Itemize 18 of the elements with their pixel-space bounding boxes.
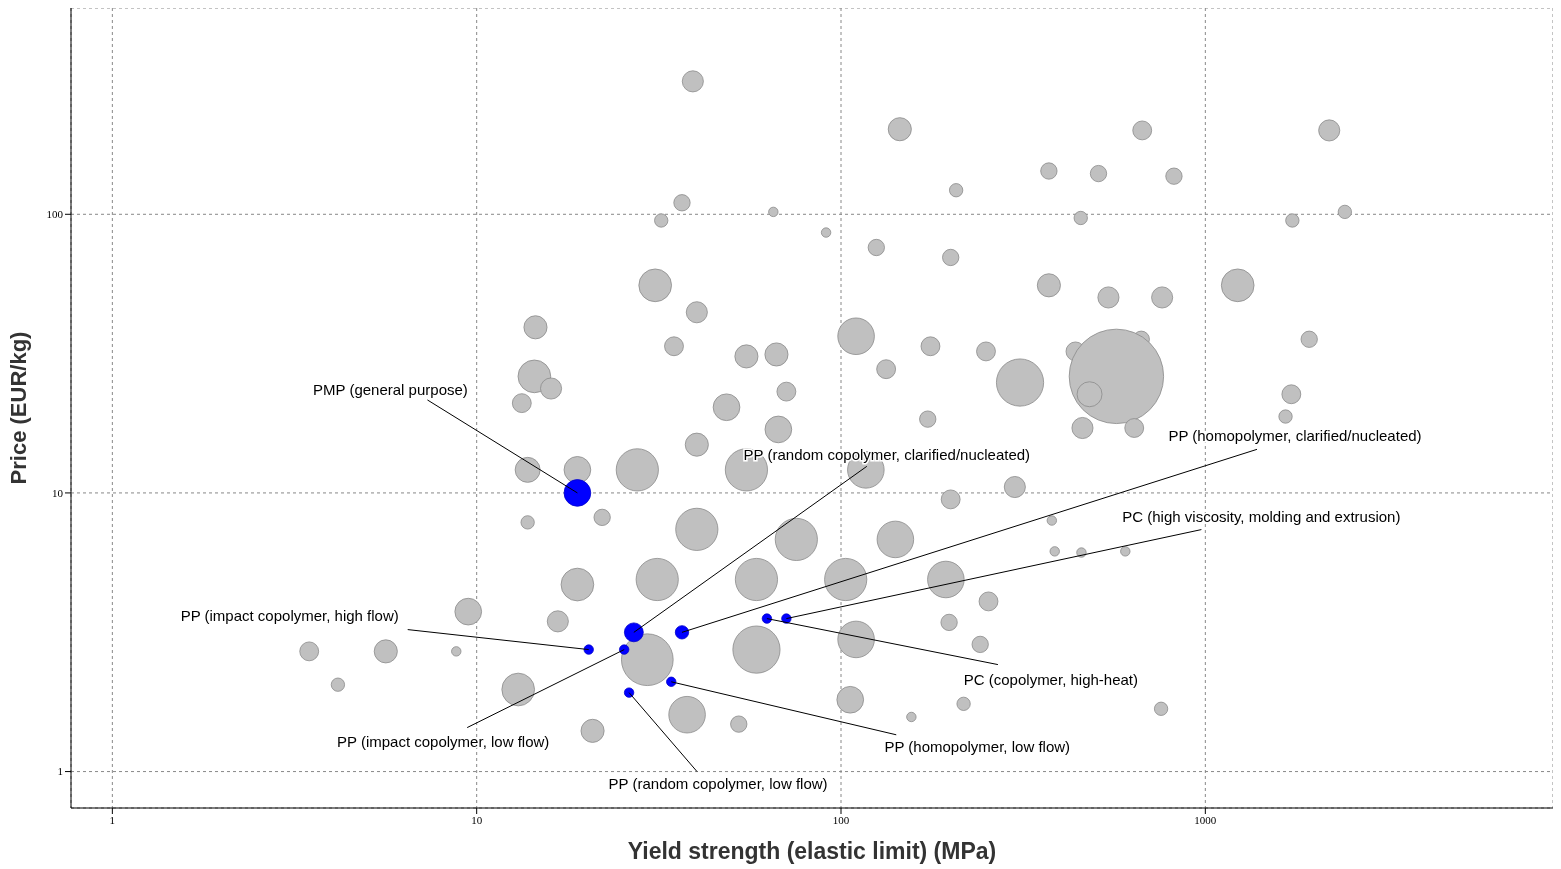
y-axis-title: Price (EUR/kg): [5, 331, 31, 485]
annotation: PC (high viscosity, molding and extrusion): [1122, 507, 1401, 525]
x-tick-label: 10: [471, 813, 483, 826]
x-axis-title: Yield strength (elastic limit) (MPa): [627, 838, 997, 864]
annotation: PP (random copolymer, clarified/nucleated): [743, 446, 1031, 464]
annotation: PC (copolymer, high-heat): [963, 670, 1139, 688]
x-tick-label: 1: [109, 813, 116, 826]
annotation: PMP (general purpose): [313, 380, 468, 398]
annotation: PP (homopolymer, low flow): [884, 737, 1071, 755]
x-tick-label: 1000: [1194, 813, 1217, 826]
annotation: PP (impact copolymer, high flow): [180, 606, 399, 624]
y-tick-label: 1: [57, 765, 63, 778]
x-tick-label: 100: [832, 813, 850, 826]
annotation: PP (homopolymer, clarified/nucleated): [1168, 427, 1422, 445]
annotation: PP (random copolymer, low flow): [608, 774, 828, 792]
y-tick-label: 100: [46, 208, 64, 221]
y-tick-label: 10: [52, 486, 64, 499]
annotation: PP (impact copolymer, low flow): [337, 732, 550, 750]
